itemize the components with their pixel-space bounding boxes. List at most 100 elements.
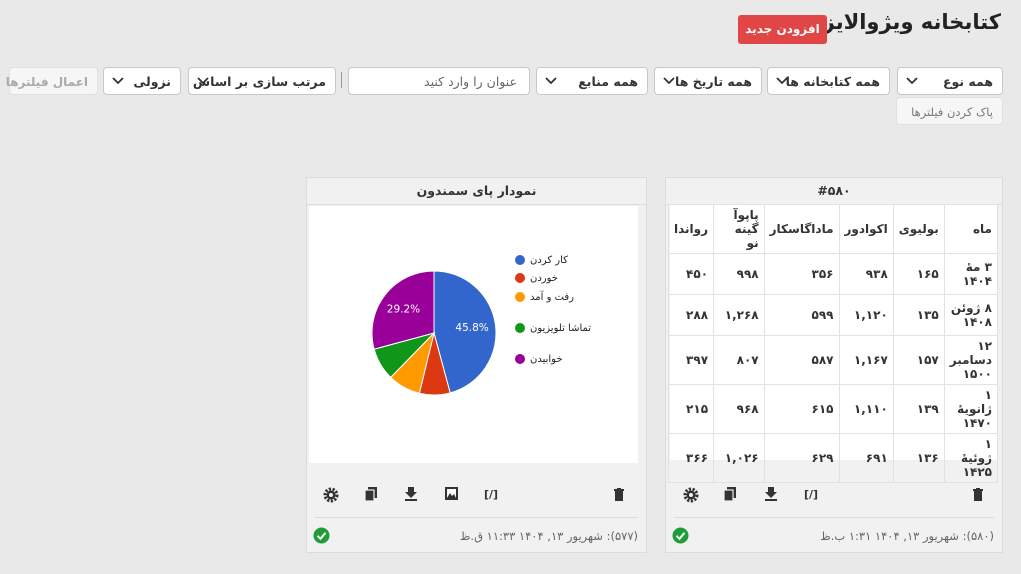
slice-label: 45.8% <box>455 322 488 334</box>
legend-label: رفت و آمد <box>530 290 574 303</box>
legend-swatch <box>515 323 525 333</box>
settings-icon[interactable] <box>323 487 339 503</box>
select-text: همه تاریخ ها <box>675 74 752 89</box>
pie-slice <box>371 270 435 350</box>
download-icon[interactable] <box>405 487 417 501</box>
table-row: ۳ مهٔ ۱۴۰۴ ۱۶۵ ۹۳۸ ۳۵۶ ۹۹۸ ۴۵۰ <box>667 253 999 295</box>
value-cell: ۶۱۵ <box>763 384 840 434</box>
code-icon[interactable]: [/] <box>804 488 818 501</box>
select-text: همه نوع <box>942 74 993 89</box>
pie-slice <box>433 270 497 394</box>
value-cell: ۱,۲۶۸ <box>713 294 765 336</box>
footer-text: (۵۷۷): شهریور ۱۳, ۱۴۰۴ ۱۱:۳۳ ق.ظ <box>459 529 638 543</box>
value-cell: ۲۱۵ <box>667 384 715 434</box>
chevron <box>776 77 788 85</box>
legend-label: کار کردن <box>530 255 568 266</box>
value-cell: ۳۹۷ <box>667 335 715 385</box>
select-text: همه منابع <box>578 74 638 89</box>
value-cell: ۱,۰۲۶ <box>713 433 765 483</box>
status-icon <box>313 527 330 544</box>
table-row: ۱ ژانویهٔ ۱۴۷۰ ۱۳۹ ۱,۱۱۰ ۶۱۵ ۹۶۸ ۲۱۵ <box>667 384 999 434</box>
chevron <box>545 77 557 85</box>
card-title: #۵۸۰ <box>666 178 1002 205</box>
legend-label: خوردن <box>530 273 558 284</box>
date-cell: ۳ مهٔ ۱۴۰۴ <box>943 253 999 295</box>
value-cell: ۱۳۶ <box>892 433 945 483</box>
status-icon <box>672 527 689 544</box>
value-cell: ۱۳۹ <box>892 384 945 434</box>
order-select[interactable]: نزولی <box>103 67 181 95</box>
chevron <box>197 77 209 85</box>
placeholder: عنوان را وارد کنید <box>424 74 517 89</box>
date-cell: ۱ ژانویهٔ ۱۴۷۰ <box>943 384 999 434</box>
clear-button[interactable]: پاک کردن فیلترها <box>896 97 1003 125</box>
date-cell: ۸ ژوئن ۱۴۰۸ <box>943 294 999 336</box>
value-cell: ۶۹۱ <box>838 433 894 483</box>
card-body: ماه بولیوی اکوادور ماداگاسکار پاپوآ گینه نو ر… <box>667 204 999 483</box>
type-select[interactable]: همه نوع <box>897 67 1003 95</box>
column-header: پاپوآ گینه نو <box>713 204 765 254</box>
pie-card: نمودار پای سمندون 45.8% 29.2% کار کردن خورد… <box>306 177 647 553</box>
chevron <box>112 77 124 85</box>
legend-swatch <box>515 273 525 283</box>
value-cell: ۱,۱۲۰ <box>838 294 894 336</box>
title-input[interactable]: عنوان را وارد کنید <box>348 67 530 95</box>
legend-label: تماشا تلویزیون <box>530 323 591 334</box>
select-text: مرتب سازی بر اساس <box>192 74 326 89</box>
page-title: کتابخانه ویژوالایزر <box>810 10 1001 34</box>
value-cell: ۸۰۷ <box>713 335 765 385</box>
table-row: ۸ ژوئن ۱۴۰۸ ۱۳۵ ۱,۱۲۰ ۵۹۹ ۱,۲۶۸ ۲۸۸ <box>667 294 999 336</box>
source-select[interactable]: همه منابع <box>536 67 648 95</box>
column-header: ماداگاسکار <box>763 204 840 254</box>
sort-select[interactable]: مرتب سازی بر اساس <box>188 67 336 95</box>
delete-icon[interactable] <box>614 488 624 501</box>
library-select[interactable]: همه کتابخانه ها <box>767 67 890 95</box>
column-header: رواندا <box>667 204 715 254</box>
legend-swatch <box>515 354 525 364</box>
table-row: ۱ ژوئیهٔ ۱۴۲۵ ۱۳۶ ۶۹۱ ۶۲۹ ۱,۰۲۶ ۳۶۶ <box>667 433 999 483</box>
value-cell: ۹۳۸ <box>838 253 894 295</box>
pie-chart: 45.8% 29.2% کار کردن خوردن رفت و آمد تماشا تل… <box>309 206 638 463</box>
date-select[interactable]: همه تاریخ ها <box>654 67 762 95</box>
value-cell: ۲۸۸ <box>667 294 715 336</box>
table-card: #۵۸۰ ماه بولیوی اکوادور ماداگاسکار پاپوآ گین… <box>665 177 1003 553</box>
toolbar: [/] <box>683 487 983 503</box>
chevron <box>906 77 918 85</box>
value-cell: ۳۵۶ <box>763 253 840 295</box>
value-cell: ۳۶۶ <box>667 433 715 483</box>
date-cell: ۱ ژوئیهٔ ۱۴۲۵ <box>943 433 999 483</box>
value-cell: ۹۹۸ <box>713 253 765 295</box>
footer-text: (۵۸۰): شهریور ۱۳, ۱۴۰۴ ۱:۳۱ ب.ظ <box>820 529 994 543</box>
legend-label: خوابیدن <box>530 354 563 365</box>
separator <box>341 72 342 88</box>
value-cell: ۱۳۵ <box>892 294 945 336</box>
add-button[interactable]: افزودن جدید <box>738 15 827 44</box>
divider <box>674 517 994 518</box>
value-cell: ۱۵۷ <box>892 335 945 385</box>
date-cell: ۱۲ دسامبر ۱۵۰۰ <box>943 335 999 385</box>
value-cell: ۶۲۹ <box>763 433 840 483</box>
apply-button[interactable]: اعمال فیلترها <box>6 67 98 95</box>
value-cell: ۵۹۹ <box>763 294 840 336</box>
value-cell: ۴۵۰ <box>667 253 715 295</box>
data-table: ماه بولیوی اکوادور ماداگاسکار پاپوآ گینه نو ر… <box>667 204 999 483</box>
value-cell: ۱,۱۶۷ <box>838 335 894 385</box>
value-cell: ۱۶۵ <box>892 253 945 295</box>
value-cell: ۱,۱۱۰ <box>838 384 894 434</box>
column-header: ماه <box>943 204 999 254</box>
delete-icon[interactable] <box>973 488 983 501</box>
select-text: نزولی <box>133 74 171 89</box>
copy-icon[interactable] <box>723 487 736 502</box>
download-icon[interactable] <box>765 487 777 501</box>
toolbar: [/] <box>323 487 624 503</box>
column-header: اکوادور <box>838 204 894 254</box>
chevron <box>663 77 675 85</box>
copy-icon[interactable] <box>364 487 377 502</box>
legend-swatch <box>515 292 525 302</box>
slice-label: 29.2% <box>387 304 420 316</box>
image-icon[interactable] <box>445 487 458 500</box>
settings-icon[interactable] <box>683 487 699 503</box>
code-icon[interactable]: [/] <box>484 488 498 501</box>
card-title: نمودار پای سمندون <box>307 178 646 205</box>
